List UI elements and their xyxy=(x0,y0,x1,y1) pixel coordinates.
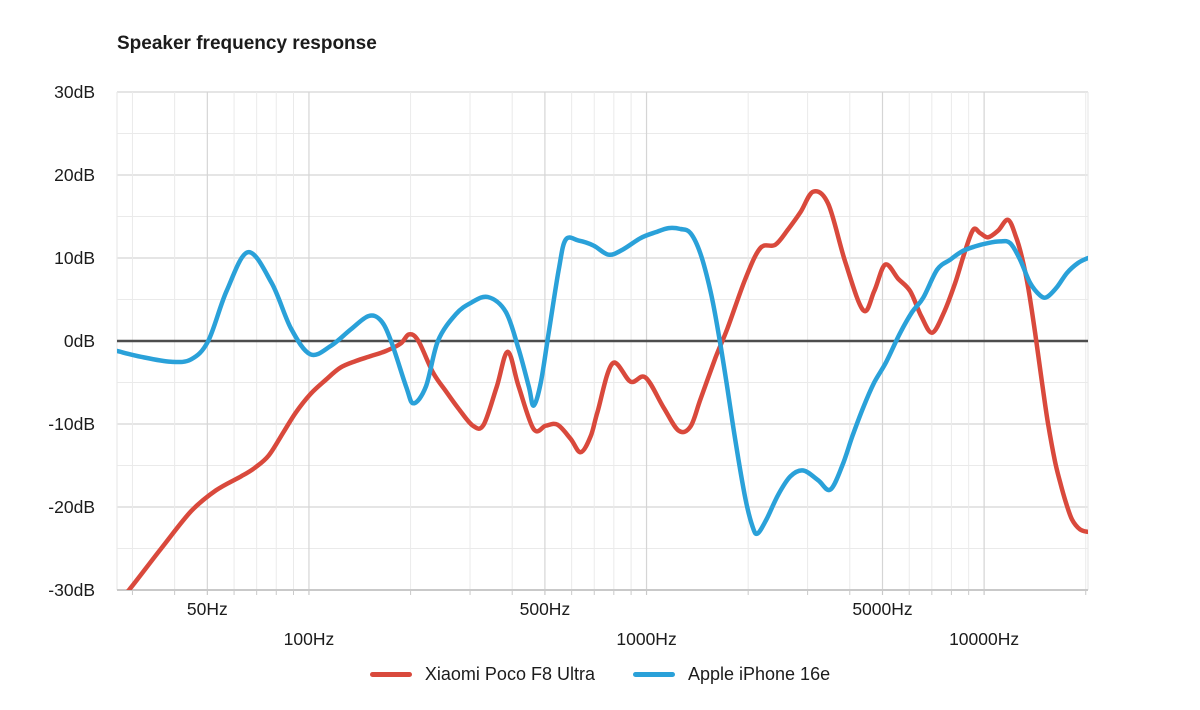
legend-item-xiaomi-poco-f8-ultra: Xiaomi Poco F8 Ultra xyxy=(369,664,595,685)
y-axis-label: -20dB xyxy=(48,497,95,517)
series-line-xiaomi-poco-f8-ultra xyxy=(126,189,1088,590)
chart-title: Speaker frequency response xyxy=(117,33,377,54)
y-axis-label: 10dB xyxy=(54,248,95,268)
x-axis-label: 1000Hz xyxy=(616,629,676,649)
x-axis-label: 100Hz xyxy=(284,629,335,649)
y-axis-label: 20dB xyxy=(54,165,95,185)
y-axis-label: 30dB xyxy=(54,82,95,102)
x-axis-label: 500Hz xyxy=(520,599,571,619)
legend-label-apple: Apple iPhone 16e xyxy=(687,664,831,684)
y-axis-label: 0dB xyxy=(64,331,95,351)
series-line-apple-iphone-16e xyxy=(117,225,1088,537)
chart-legend: Xiaomi Poco F8 Ultra Apple iPhone 16e xyxy=(0,664,1200,685)
x-axis-label: 10000Hz xyxy=(949,629,1019,649)
legend-swatch-apple-icon xyxy=(632,672,675,677)
x-axis-label: 5000Hz xyxy=(852,599,912,619)
x-axis-label: 50Hz xyxy=(187,599,228,619)
legend-item-apple-iphone-16e: Apple iPhone 16e xyxy=(632,664,831,685)
legend-label-xiaomi: Xiaomi Poco F8 Ultra xyxy=(424,664,595,684)
legend-swatch-xiaomi-icon xyxy=(369,672,412,677)
y-axis-label: -30dB xyxy=(48,580,95,600)
y-axis-label: -10dB xyxy=(48,414,95,434)
